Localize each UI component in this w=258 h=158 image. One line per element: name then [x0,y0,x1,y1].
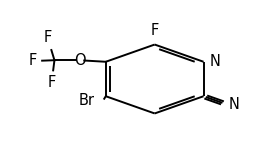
Text: O: O [74,53,86,68]
Text: F: F [44,30,52,45]
Text: F: F [48,75,56,90]
Text: Br: Br [79,93,95,108]
Text: N: N [209,54,220,69]
Text: F: F [28,54,36,68]
Text: F: F [150,23,159,38]
Text: N: N [228,97,239,112]
